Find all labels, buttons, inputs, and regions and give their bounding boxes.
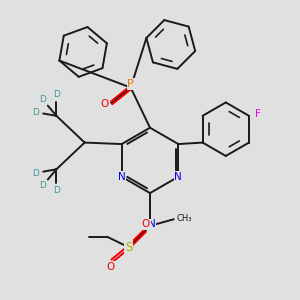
Text: O: O	[106, 262, 115, 272]
Text: D: D	[53, 90, 60, 99]
Text: D: D	[53, 186, 60, 195]
Text: D: D	[32, 169, 39, 178]
Text: S: S	[125, 241, 132, 254]
Text: D: D	[39, 181, 46, 190]
Text: D: D	[32, 108, 39, 117]
Text: CH₃: CH₃	[176, 214, 192, 223]
Text: F: F	[255, 109, 261, 119]
Text: O: O	[101, 99, 109, 109]
Text: N: N	[118, 172, 126, 182]
Text: D: D	[39, 95, 46, 104]
Text: O: O	[142, 219, 150, 229]
Text: N: N	[174, 172, 182, 182]
Text: N: N	[148, 219, 155, 229]
Text: P: P	[127, 79, 134, 89]
